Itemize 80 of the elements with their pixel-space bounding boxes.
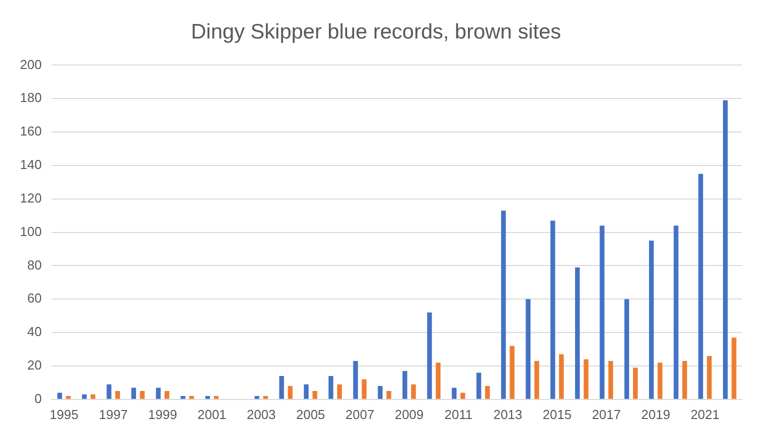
bar — [706, 356, 712, 399]
bar — [476, 372, 482, 399]
bar — [674, 226, 678, 399]
bar — [337, 384, 342, 399]
bar — [353, 360, 358, 399]
y-tick-label: 20 — [27, 358, 42, 373]
bar — [140, 391, 145, 399]
bar — [633, 368, 638, 399]
bar — [460, 392, 466, 399]
y-tick-label: 80 — [27, 257, 42, 272]
bar — [312, 391, 318, 399]
bar — [189, 396, 194, 399]
x-tick-label: 1997 — [98, 406, 128, 422]
bar — [411, 384, 416, 399]
bar — [575, 267, 580, 399]
bar — [550, 220, 556, 399]
chart-title: Dingy Skipper blue records, brown sites — [190, 20, 562, 44]
x-tick-label: 1995 — [50, 406, 78, 422]
bar — [66, 396, 71, 399]
y-tick-label: 200 — [20, 56, 42, 72]
x-tick-label: 2009 — [394, 406, 424, 422]
bar — [732, 338, 736, 399]
bar — [131, 388, 136, 399]
y-tick-label: 100 — [20, 224, 42, 239]
y-tick-label: 60 — [27, 290, 42, 306]
bar — [205, 396, 210, 399]
y-tick-label: 180 — [20, 90, 42, 106]
bar — [682, 360, 688, 399]
y-tick-label: 140 — [20, 157, 42, 172]
bar — [57, 392, 62, 399]
bar — [362, 379, 367, 399]
x-tick-label: 2003 — [246, 406, 276, 422]
y-tick-label: 120 — [20, 190, 42, 206]
bar — [427, 312, 432, 399]
bar — [608, 360, 614, 399]
bar — [328, 376, 334, 399]
bar — [501, 210, 506, 399]
bar — [584, 359, 588, 399]
bar — [526, 299, 530, 399]
bar — [378, 386, 383, 399]
bar — [485, 386, 490, 399]
bar — [180, 396, 186, 399]
x-tick-label: 2013 — [493, 406, 522, 422]
y-tick-label: 0 — [34, 390, 42, 406]
bar — [658, 362, 662, 399]
bar — [402, 370, 408, 399]
bar — [452, 388, 457, 399]
bar — [510, 346, 514, 399]
bar — [304, 384, 309, 399]
bar — [386, 391, 392, 399]
bar — [115, 391, 120, 399]
bar — [722, 100, 728, 399]
y-tick-label: 40 — [27, 324, 42, 340]
bar — [534, 360, 540, 399]
bar — [254, 396, 260, 399]
bar — [436, 362, 441, 399]
x-tick-label: 2021 — [690, 406, 720, 422]
x-tick-label: 2017 — [592, 406, 621, 422]
x-tick-label: 2005 — [296, 406, 326, 422]
bar — [156, 388, 161, 399]
bar — [559, 354, 564, 399]
x-tick-label: 1999 — [148, 406, 178, 422]
bar — [698, 174, 704, 399]
bar — [279, 376, 284, 399]
x-tick-label: 2007 — [345, 406, 374, 422]
x-tick-label: 2001 — [197, 406, 226, 422]
bar — [90, 394, 96, 399]
bar — [214, 396, 219, 399]
x-tick-label: 2015 — [542, 406, 572, 422]
y-tick-label: 160 — [20, 124, 42, 139]
bar — [600, 226, 604, 399]
bar — [288, 386, 293, 399]
bar — [624, 299, 630, 399]
x-tick-label: 2011 — [444, 406, 472, 422]
bar — [82, 394, 87, 399]
bar — [106, 384, 112, 399]
bar — [263, 396, 268, 399]
bar — [164, 391, 170, 399]
x-tick-label: 2019 — [641, 406, 670, 422]
bar — [649, 240, 654, 399]
